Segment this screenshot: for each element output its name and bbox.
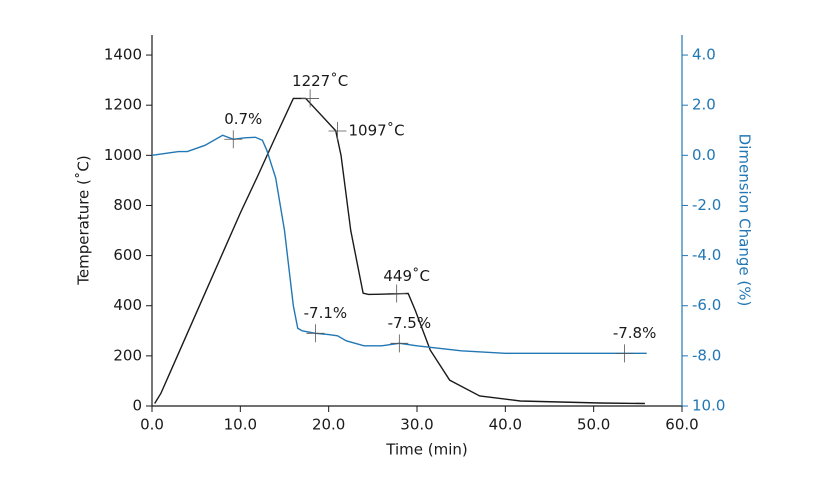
annotation-marker	[328, 122, 347, 141]
y2-tick-label: 2.0	[692, 96, 716, 114]
annotation-marker	[306, 324, 325, 343]
y2-tick-label: -8.0	[692, 346, 721, 364]
x-tick-label: 50.0	[577, 416, 610, 434]
annotation-label: -7.5%	[388, 314, 432, 332]
annotation-label: 449˚C	[383, 267, 430, 285]
annotation-label: 0.7%	[224, 110, 262, 128]
line	[154, 97, 645, 405]
annotation-marker	[301, 89, 320, 108]
x-tick-label: 0.0	[140, 416, 164, 434]
line	[151, 134, 647, 355]
y2-tick-label: -2.0	[692, 196, 721, 214]
x-tick-label: 20.0	[312, 416, 345, 434]
y2-tick-label: -6.0	[692, 296, 721, 314]
x-tick-label: 10.0	[224, 416, 257, 434]
y2-axis-title: Dimension Change (%)	[736, 134, 754, 307]
y-tick-label: 800	[113, 196, 142, 214]
y-tick-label: 600	[113, 246, 142, 264]
x-axis-title: Time (min)	[385, 441, 467, 459]
annotation-marker	[615, 344, 634, 363]
annotation-marker	[387, 284, 406, 303]
annotation-label: 1227˚C	[292, 72, 348, 90]
annotation-marker	[224, 130, 243, 149]
annotation-label: -7.8%	[613, 324, 657, 342]
y-tick-label: 1400	[104, 46, 142, 64]
annotation-label: 1097˚C	[349, 122, 405, 140]
y-tick-label: 0	[132, 397, 142, 415]
y2-tick-label: 4.0	[692, 46, 716, 64]
x-tick-label: 60.0	[665, 416, 698, 434]
annotation-marker	[390, 334, 409, 353]
annotation-label: -7.1%	[304, 304, 348, 322]
y-tick-label: 1000	[104, 146, 142, 164]
y2-tick-label: 0.0	[692, 146, 716, 164]
y-tick-label: 200	[113, 346, 142, 364]
y2-tick-label: -4.0	[692, 246, 721, 264]
y-tick-label: 1200	[104, 96, 142, 114]
y-axis-title: Temperature (˚C)	[75, 155, 93, 285]
y-tick-label: 400	[113, 296, 142, 314]
x-tick-label: 30.0	[400, 416, 433, 434]
x-tick-label: 40.0	[489, 416, 522, 434]
y2-tick-label: 10.0	[692, 397, 725, 415]
